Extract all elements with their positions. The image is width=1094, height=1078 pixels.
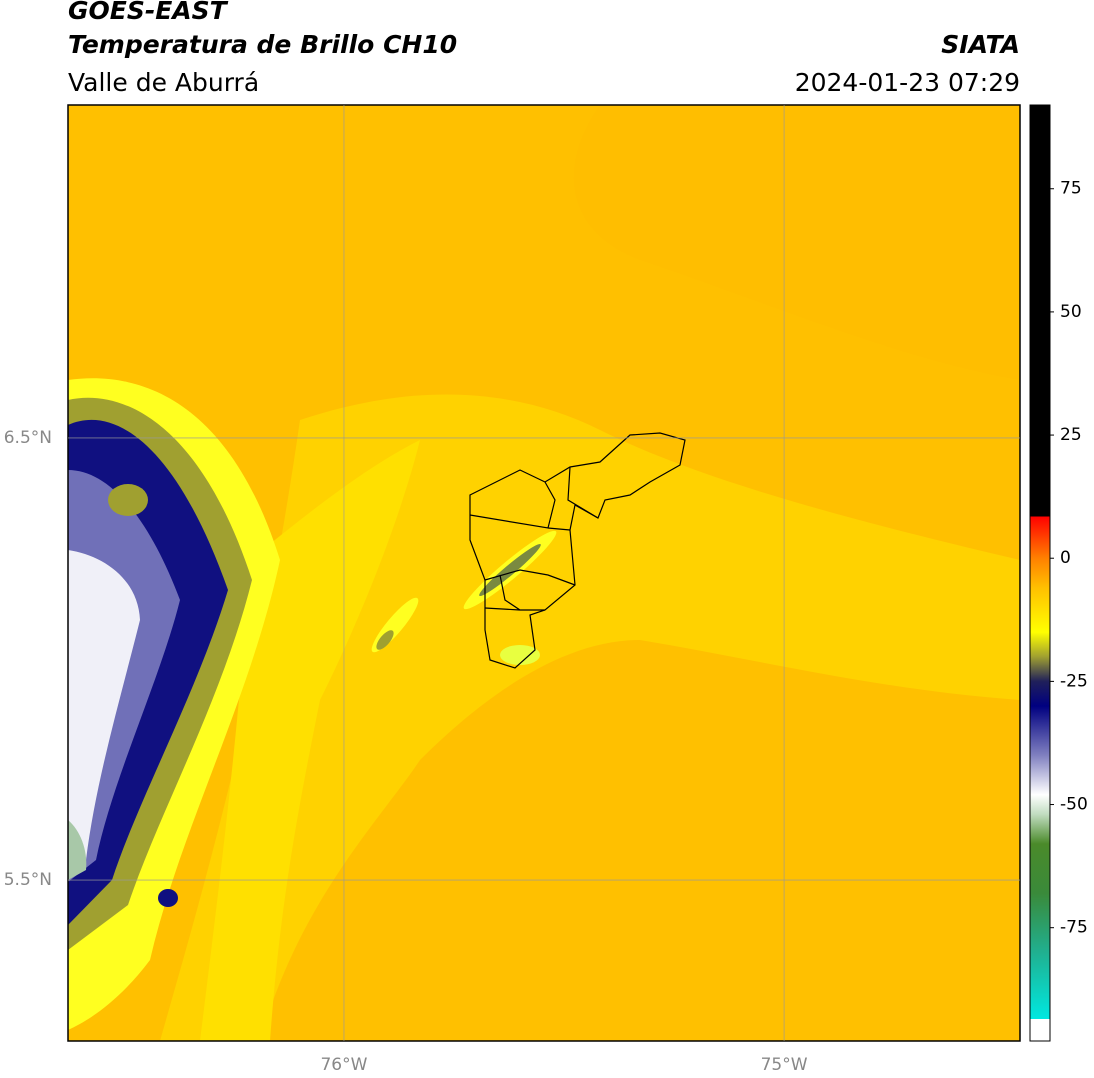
- y-tick-label: 6.5°N: [4, 428, 52, 448]
- title: GOES-EAST: [68, 0, 229, 25]
- colorbar-tick-label: 25: [1060, 425, 1082, 445]
- region: Valle de Aburrá: [68, 68, 259, 97]
- colorbar-tick-label: -50: [1060, 795, 1088, 815]
- x-tick-label: 76°W: [320, 1055, 367, 1075]
- temperature-field: [68, 105, 1020, 1041]
- timestamp: 2024-01-23 07:29: [795, 68, 1020, 97]
- source: SIATA: [941, 30, 1020, 59]
- subtitle: Temperatura de Brillo CH10: [68, 30, 457, 59]
- municipality-borders: [469, 432, 686, 669]
- colorbar: [1029, 104, 1051, 1042]
- colorbar-tick-label: -25: [1060, 671, 1088, 691]
- x-tick-label: 75°W: [761, 1055, 808, 1075]
- map-frame: [67, 104, 1021, 1042]
- colorbar-tick-label: 75: [1060, 179, 1082, 199]
- colorbar-tick-label: 50: [1060, 302, 1082, 322]
- y-tick-label: 5.5°N: [4, 870, 52, 890]
- colorbar-tick-label: 0: [1060, 548, 1071, 568]
- colorbar-tick-label: -75: [1060, 918, 1088, 938]
